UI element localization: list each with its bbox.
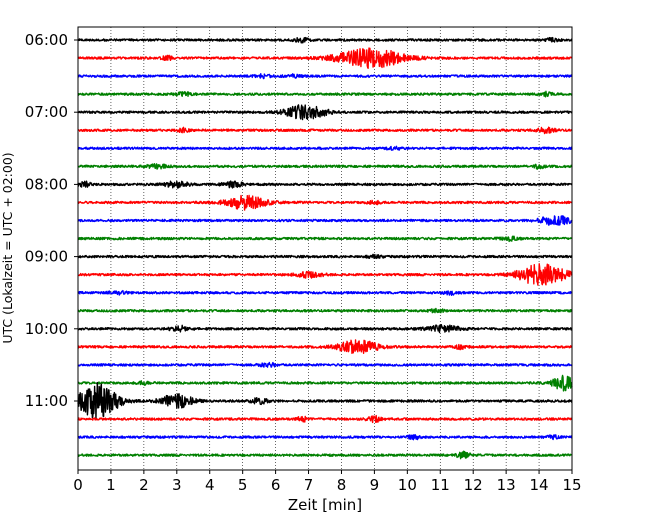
x-tick-label-4: 4 xyxy=(205,476,215,494)
trace-1115 xyxy=(77,414,573,424)
plot-frame xyxy=(77,26,573,471)
y-axis-ticks: 06:00 07:00 08:00 09:00 10:00 11:00 xyxy=(25,31,78,410)
trace-0715 xyxy=(77,126,573,135)
trace-1000 xyxy=(77,323,573,334)
y-tick-label-11:00: 11:00 xyxy=(25,392,68,410)
x-tick-label-2: 2 xyxy=(139,476,149,494)
trace-0830 xyxy=(77,215,573,226)
trace-0630 xyxy=(77,73,573,80)
y-tick-label-06:00: 06:00 xyxy=(25,31,68,49)
trace-1145 xyxy=(77,450,573,460)
x-axis-label: Zeit [min] xyxy=(288,496,362,514)
trace-0945 xyxy=(77,307,573,314)
x-tick-label-12: 12 xyxy=(464,476,483,494)
x-tick-label-15: 15 xyxy=(562,476,581,494)
trace-0845 xyxy=(77,235,573,243)
x-tick-label-5: 5 xyxy=(238,476,248,494)
trace-0800 xyxy=(77,180,573,189)
x-tick-label-9: 9 xyxy=(370,476,380,494)
x-tick-label-6: 6 xyxy=(271,476,281,494)
y-axis-label: UTC (Lokalzeit = UTC + 02:00) xyxy=(0,152,15,343)
x-tick-label-8: 8 xyxy=(337,476,347,494)
seismogram-traces xyxy=(77,36,573,460)
trace-0815 xyxy=(77,194,573,211)
x-tick-label-1: 1 xyxy=(106,476,116,494)
trace-0615 xyxy=(77,47,573,69)
trace-1045 xyxy=(77,374,573,392)
trace-0645 xyxy=(77,90,573,98)
y-tick-label-10:00: 10:00 xyxy=(25,320,68,338)
trace-1130 xyxy=(77,434,573,441)
trace-0930 xyxy=(77,289,573,297)
x-tick-label-10: 10 xyxy=(398,476,417,494)
trace-0730 xyxy=(77,145,573,151)
trace-0745 xyxy=(77,162,573,170)
trace-0900 xyxy=(77,253,573,260)
x-tick-label-3: 3 xyxy=(172,476,182,494)
trace-1100 xyxy=(77,381,573,421)
trace-0600 xyxy=(77,36,573,44)
trace-1030 xyxy=(77,361,573,368)
x-tick-label-14: 14 xyxy=(530,476,549,494)
trace-0700 xyxy=(77,104,573,121)
x-tick-label-0: 0 xyxy=(73,476,83,494)
x-tick-label-7: 7 xyxy=(304,476,314,494)
trace-1015 xyxy=(77,339,573,355)
trace-0915 xyxy=(77,263,573,286)
x-axis-ticks: 0 1 2 3 4 5 6 7 8 9 10 11 12 13 14 15 xyxy=(73,470,582,494)
x-tick-label-11: 11 xyxy=(431,476,450,494)
x-tick-label-13: 13 xyxy=(497,476,516,494)
y-tick-label-09:00: 09:00 xyxy=(25,248,68,266)
y-tick-label-08:00: 08:00 xyxy=(25,175,68,193)
y-tick-label-07:00: 07:00 xyxy=(25,103,68,121)
